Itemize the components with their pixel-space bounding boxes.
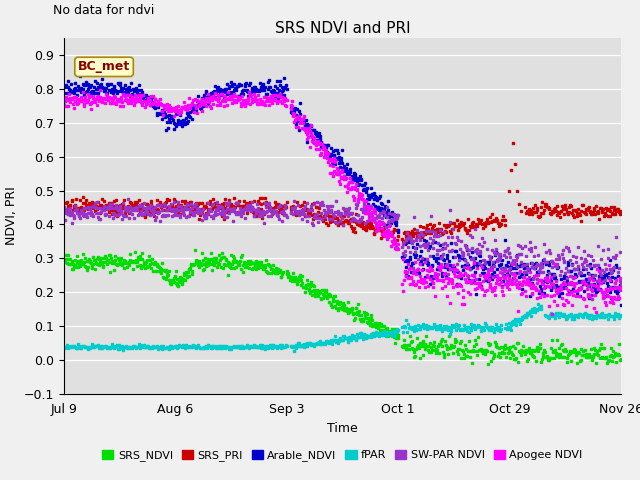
X-axis label: Time: Time (327, 422, 358, 435)
Legend: SRS_NDVI, SRS_PRI, Arable_NDVI, fPAR, SW-PAR NDVI, Apogee NDVI: SRS_NDVI, SRS_PRI, Arable_NDVI, fPAR, SW… (98, 445, 587, 466)
Text: BC_met: BC_met (78, 60, 130, 73)
Title: SRS NDVI and PRI: SRS NDVI and PRI (275, 21, 410, 36)
Text: No data for ndvi: No data for ndvi (53, 4, 154, 17)
Y-axis label: NDVI, PRI: NDVI, PRI (5, 187, 19, 245)
